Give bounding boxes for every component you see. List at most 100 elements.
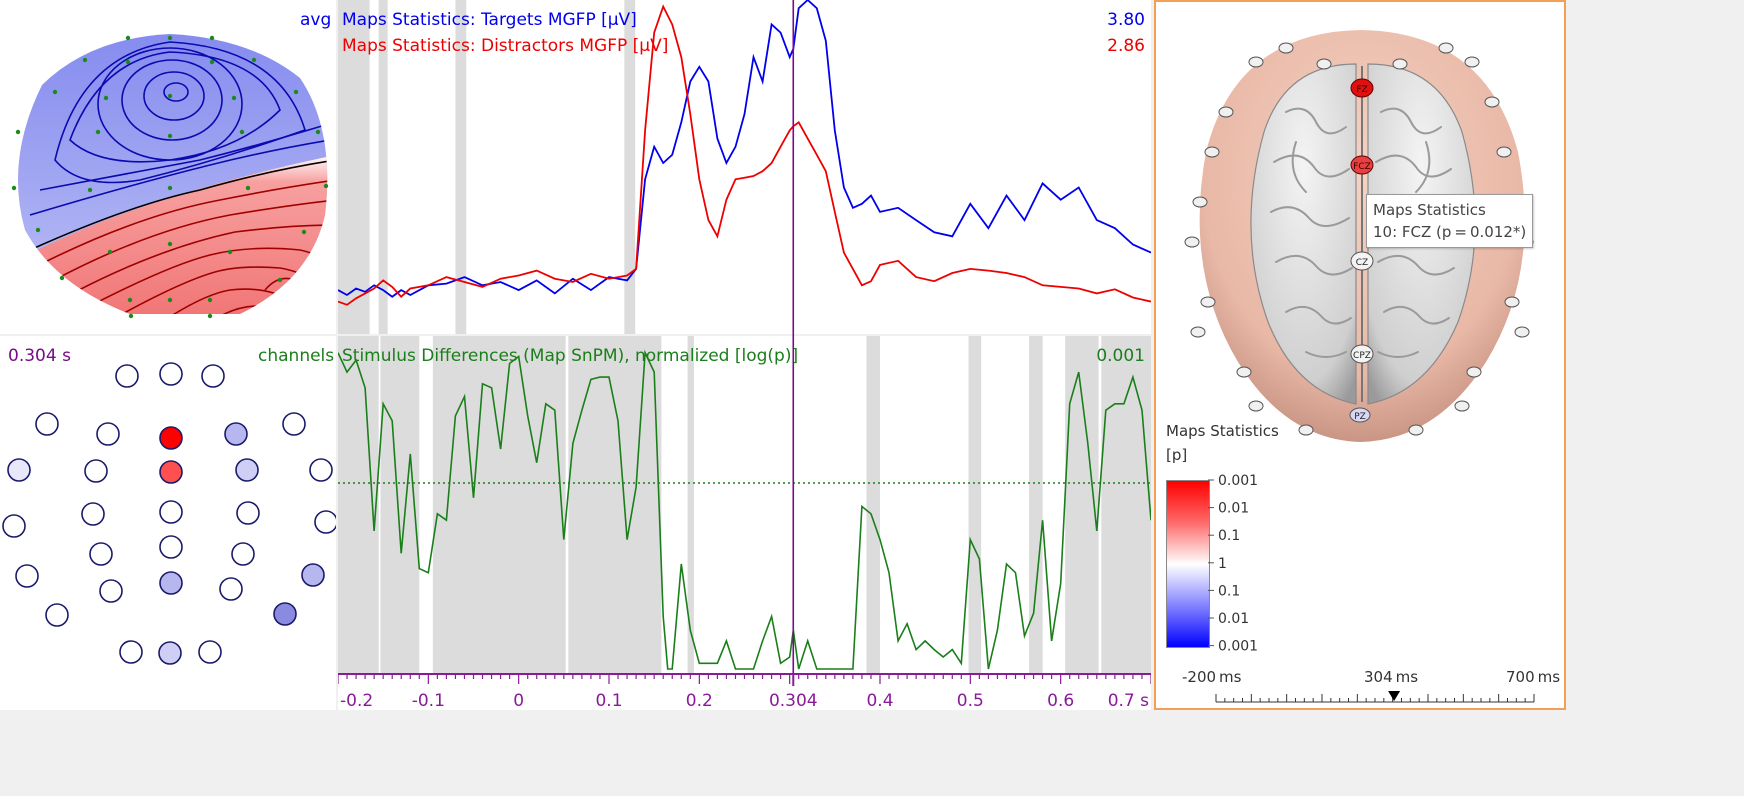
channel-electrode[interactable] <box>159 460 183 484</box>
time-slider[interactable] <box>1212 688 1542 708</box>
topo-blue-contours <box>29 41 328 216</box>
current-time-label: 0.304 s <box>8 346 71 366</box>
electrode-fcz[interactable]: FCZ <box>1350 155 1374 175</box>
scalp-electrode[interactable] <box>1190 326 1206 338</box>
channel-electrode[interactable] <box>219 577 243 601</box>
snpm-plot-panel[interactable]: channels Stimulus Differences (Map SnPM)… <box>258 336 1152 710</box>
electrode-tooltip: Maps Statistics 10: FCZ (p = 0.012*) <box>1366 194 1534 248</box>
topography-panel[interactable] <box>0 0 336 334</box>
channel-electrode[interactable] <box>15 564 39 588</box>
electrode-cpz[interactable]: CPZ <box>1350 344 1374 364</box>
scalp-electrode[interactable] <box>1504 296 1520 308</box>
scalp-electrode[interactable] <box>1392 58 1408 70</box>
channel-map[interactable] <box>0 336 338 710</box>
scalp-electrode[interactable] <box>1204 146 1220 158</box>
significance-band <box>432 336 566 674</box>
channel-electrode[interactable] <box>99 579 123 603</box>
scalp-electrode[interactable] <box>1454 400 1470 412</box>
significance-band <box>455 0 467 334</box>
channel-electrode[interactable] <box>309 458 333 482</box>
topo-electrode-dot <box>167 185 173 191</box>
x-axis-tick-label: 0.304 <box>769 691 818 711</box>
scalp-electrode[interactable] <box>1236 366 1252 378</box>
channel-electrode[interactable] <box>273 602 297 626</box>
scalp-electrode[interactable] <box>1408 424 1424 436</box>
x-axis-tick-label: 0.4 <box>866 691 893 711</box>
channel-electrode[interactable] <box>2 514 26 538</box>
scalp-electrode[interactable] <box>1184 236 1200 248</box>
scalp-electrode[interactable] <box>1218 106 1234 118</box>
scalp-electrode[interactable] <box>1466 366 1482 378</box>
channel-electrode[interactable] <box>201 364 225 388</box>
scalp-electrode[interactable] <box>1496 146 1512 158</box>
scalp-electrode[interactable] <box>1484 96 1500 108</box>
x-axis-tick-label: -0.1 <box>412 691 445 711</box>
electrode-fz[interactable]: FZ <box>1350 78 1374 98</box>
scalp-electrode[interactable] <box>1438 42 1454 54</box>
significance-band <box>968 336 982 674</box>
electrode-cz[interactable]: CZ <box>1350 251 1374 271</box>
scalp-electrode[interactable] <box>1248 400 1264 412</box>
channel-electrode[interactable] <box>115 364 139 388</box>
x-axis-tick-label: 0.6 <box>1047 691 1074 711</box>
electrode-pz[interactable]: PZ <box>1349 407 1371 423</box>
scalp-electrode[interactable] <box>1278 42 1294 54</box>
channel-electrode[interactable] <box>231 542 255 566</box>
scalp-electrode[interactable] <box>1514 326 1530 338</box>
legend-ticks: 0.001 0.01 0.1 1 0.1 0.01 0.001 <box>1208 473 1258 655</box>
scalp-electrode[interactable] <box>1464 56 1480 68</box>
mgfp-plot[interactable] <box>337 0 1152 334</box>
scalp-electrode[interactable] <box>1248 56 1264 68</box>
slider-thumb[interactable] <box>1388 691 1401 701</box>
brain-3d-view[interactable]: FZ FCZ CZ CPZ PZ <box>1156 2 1564 442</box>
channel-electrode[interactable] <box>235 458 259 482</box>
channel-electrode[interactable] <box>159 535 183 559</box>
brain-view-panel[interactable]: FZ FCZ CZ CPZ PZ Maps Statistics 10: FCZ… <box>1154 0 1566 710</box>
channel-electrode[interactable] <box>7 458 31 482</box>
significance-band <box>568 336 662 674</box>
topo-electrode-dot <box>82 57 88 63</box>
targets-series-label: Maps Statistics: Targets MGFP [µV] <box>342 10 637 30</box>
snpm-plot[interactable] <box>337 336 1152 710</box>
channel-electrode[interactable] <box>301 563 325 587</box>
channel-electrode[interactable] <box>81 502 105 526</box>
time-axis-overlay: -0.2 -0.1 0 0.1 0.2 0.304 0.4 0.5 0.6 0.7 s <box>338 0 1151 711</box>
channel-electrode[interactable] <box>84 459 108 483</box>
channel-electrode[interactable] <box>96 422 120 446</box>
topo-electrode-dots <box>11 35 329 319</box>
slider-value-label: 304 ms <box>1364 668 1419 686</box>
channel-electrode[interactable] <box>159 571 183 595</box>
channel-electrode[interactable] <box>314 510 338 534</box>
topo-electrode-dot <box>167 35 173 41</box>
channel-electrode[interactable] <box>236 501 260 525</box>
svg-text:PZ: PZ <box>1354 412 1366 422</box>
channel-electrode[interactable] <box>89 542 113 566</box>
topo-electrode-dot <box>35 227 41 233</box>
scalp-electrode[interactable] <box>1298 424 1314 436</box>
scalp-electrode[interactable] <box>1316 58 1332 70</box>
legend-tick-label: 1 <box>1218 556 1227 572</box>
mgfp-plot-panel[interactable]: avg Maps Statistics: Targets MGFP [µV] M… <box>300 0 1152 334</box>
topo-electrode-dot <box>207 313 213 319</box>
channel-electrode[interactable] <box>159 362 183 386</box>
significance-band <box>338 0 370 334</box>
topo-electrode-dot <box>167 297 173 303</box>
scalp-electrode[interactable] <box>1192 196 1208 208</box>
significance-band <box>378 0 388 334</box>
channel-electrode[interactable] <box>224 422 248 446</box>
topo-electrode-dot <box>59 275 65 281</box>
svg-text:CZ: CZ <box>1356 258 1368 268</box>
channel-electrode[interactable] <box>45 603 69 627</box>
slider-ticks <box>1215 694 1535 703</box>
scalp-electrode[interactable] <box>1200 296 1216 308</box>
channel-electrode[interactable] <box>119 640 143 664</box>
channel-electrode[interactable] <box>282 412 306 436</box>
channel-electrode[interactable] <box>158 641 182 665</box>
channel-map-panel[interactable]: 0.304 s <box>0 336 338 710</box>
channel-electrode[interactable] <box>35 412 59 436</box>
channel-electrode[interactable] <box>159 426 183 450</box>
channel-electrode[interactable] <box>159 500 183 524</box>
topo-electrode-dot <box>227 249 233 255</box>
svg-text:CPZ: CPZ <box>1353 351 1371 361</box>
channel-electrode[interactable] <box>198 640 222 664</box>
